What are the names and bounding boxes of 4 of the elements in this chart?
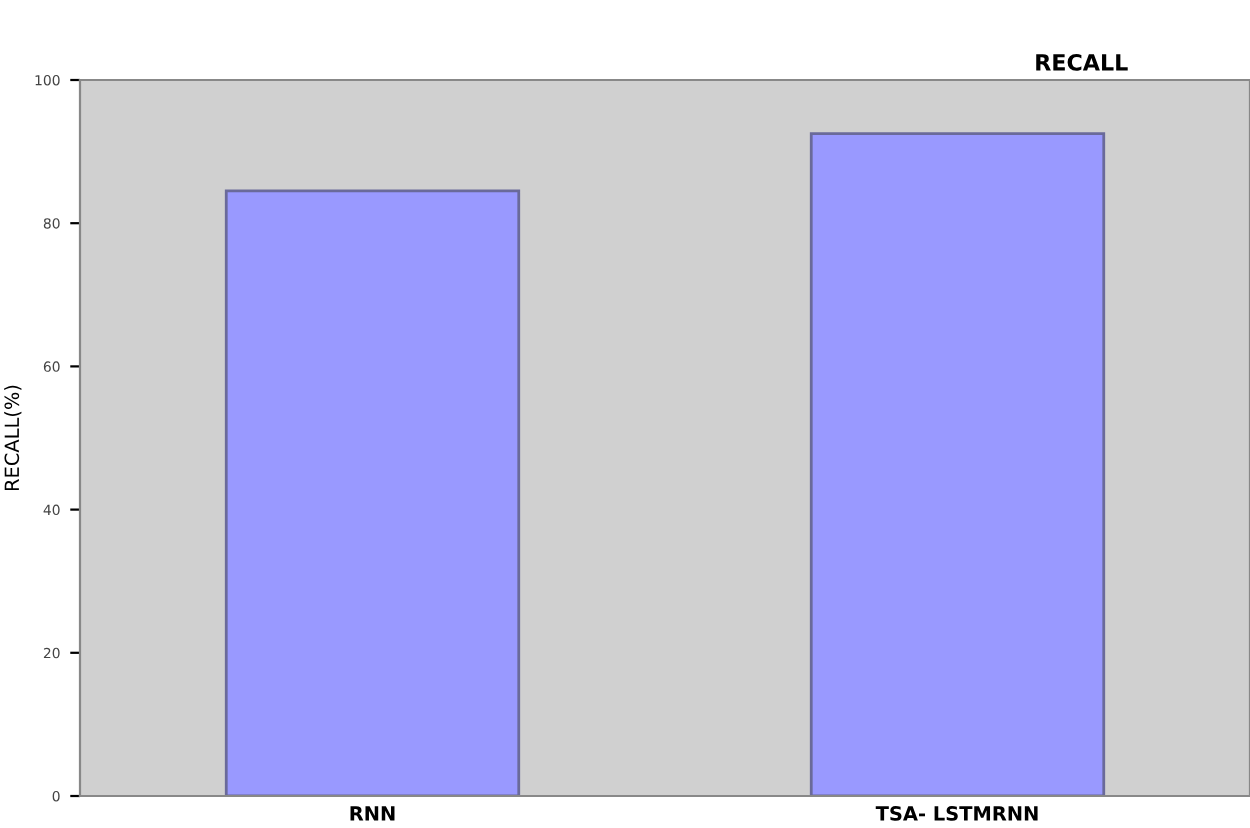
chart-title: RECALL bbox=[1036, 53, 1128, 71]
x-tick-label: TSA- LSTMRNN bbox=[875, 806, 1038, 821]
x-tick-label: RNN bbox=[350, 806, 395, 821]
y-axis-title: RECALL(%) bbox=[4, 385, 22, 491]
